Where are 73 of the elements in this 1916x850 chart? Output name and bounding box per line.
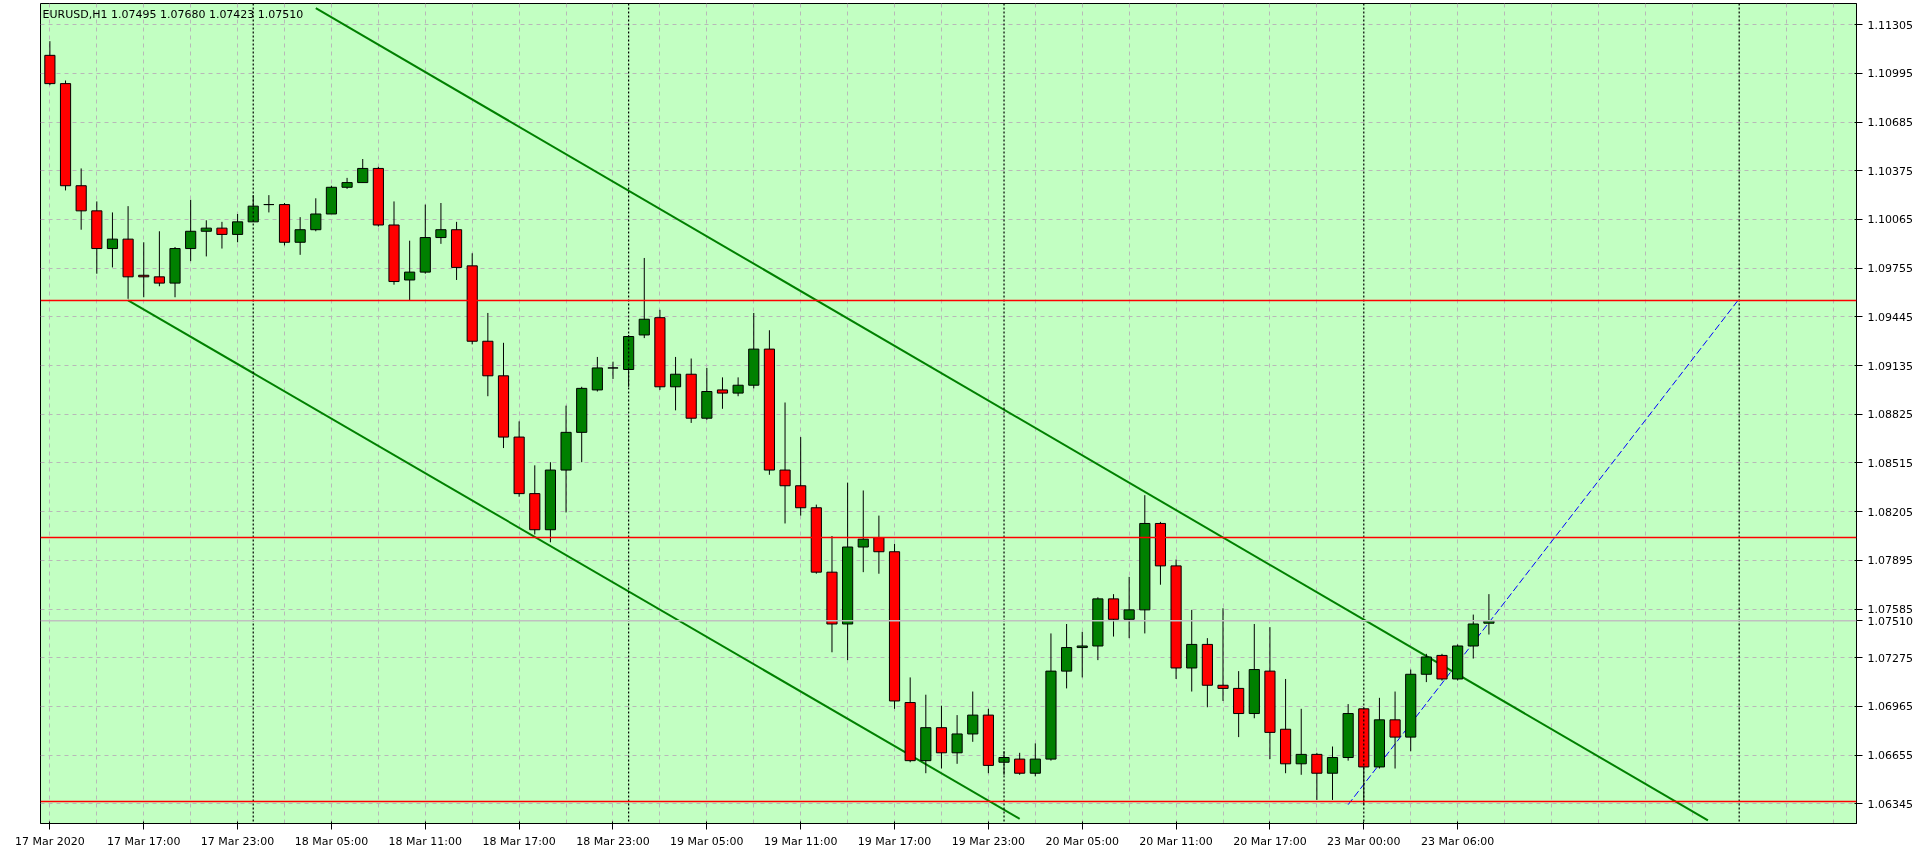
candlestick — [263, 194, 275, 213]
candlestick — [716, 376, 729, 410]
x-tick-label: 20 Mar 17:00 — [1233, 834, 1307, 848]
x-tick-label: 19 Mar 17:00 — [857, 834, 932, 848]
x-tick-label: 17 Mar 17:00 — [107, 834, 181, 848]
y-tick-label: 1.09445 — [1867, 310, 1913, 324]
x-tick-label: 17 Mar 23:00 — [200, 834, 275, 848]
candlestick — [357, 158, 369, 184]
candlestick — [1467, 614, 1479, 660]
candlestick — [1389, 691, 1401, 770]
candlestick — [310, 197, 322, 232]
candlestick — [1436, 653, 1448, 682]
candlestick — [1029, 742, 1041, 777]
x-tick-label: 18 Mar 17:00 — [482, 834, 556, 848]
y-tick-label: 1.08825 — [1867, 408, 1913, 422]
candlestick — [153, 230, 165, 287]
y-tick-label: 1.11305 — [1867, 18, 1913, 32]
x-tick-label: 18 Mar 23:00 — [576, 834, 650, 848]
candlestick — [857, 489, 869, 573]
candlestick — [1061, 623, 1073, 689]
y-tick-label: 1.09755 — [1867, 262, 1913, 276]
x-tick-label: 17 Mar 2020 — [15, 834, 85, 848]
y-tick-label: 1.06965 — [1867, 700, 1913, 714]
candlestick — [404, 240, 416, 301]
y-tick-label: 1.06345 — [1867, 797, 1913, 811]
x-tick-label: 19 Mar 05:00 — [670, 834, 744, 848]
x-tick-label: 18 Mar 11:00 — [388, 834, 463, 848]
y-tick-label: 1.10685 — [1867, 116, 1913, 130]
y-tick-label: 1.08515 — [1867, 456, 1913, 470]
candlestick — [294, 216, 306, 256]
candlestick — [1107, 593, 1120, 638]
candlestick — [341, 177, 353, 190]
x-tick-label: 23 Mar 06:00 — [1420, 834, 1495, 848]
y-tick-label: 1.09135 — [1867, 359, 1913, 373]
candlestick — [1420, 653, 1432, 683]
candlestick — [732, 376, 744, 397]
y-tick-label: 1.08205 — [1867, 505, 1913, 519]
candlestick — [967, 691, 979, 743]
ref-line-label: 1.07510 — [1867, 614, 1913, 628]
candlestick — [200, 219, 212, 257]
candlestick — [232, 213, 244, 243]
chart-title: EURUSD,H1 1.07495 1.07680 1.07423 1.07510 — [42, 7, 304, 21]
y-tick-label: 1.07275 — [1867, 651, 1913, 665]
candlestick — [1014, 752, 1026, 776]
y-tick-label: 1.10995 — [1867, 67, 1913, 81]
candlestick — [435, 202, 447, 245]
candlestick — [216, 221, 228, 250]
x-tick-label: 18 Mar 05:00 — [294, 834, 369, 848]
candlestick — [951, 714, 963, 765]
candlestick — [779, 402, 791, 524]
candlestick — [638, 257, 650, 339]
candlestick — [795, 436, 807, 517]
y-tick-label: 1.07895 — [1867, 554, 1913, 568]
candlestick — [669, 356, 682, 411]
x-tick-label: 23 Mar 00:00 — [1327, 834, 1401, 848]
candlestick — [1123, 576, 1135, 639]
y-tick-label: 1.10065 — [1867, 213, 1913, 227]
candlestick — [185, 199, 197, 262]
candlestick — [1217, 607, 1229, 702]
candlestick — [591, 356, 603, 393]
candlestick — [1076, 631, 1088, 678]
candlestick — [106, 211, 119, 268]
candlestick — [1186, 609, 1198, 693]
x-tick-label: 20 Mar 05:00 — [1045, 834, 1119, 848]
candlestick — [1295, 708, 1307, 776]
x-tick-label: 19 Mar 23:00 — [951, 834, 1026, 848]
y-tick-label: 1.06655 — [1867, 749, 1913, 763]
x-tick-label: 19 Mar 11:00 — [763, 834, 838, 848]
y-tick-label: 1.07585 — [1867, 603, 1913, 617]
x-tick-label: 20 Mar 11:00 — [1139, 834, 1213, 848]
candlestick — [1326, 746, 1339, 801]
candlestick — [607, 361, 619, 380]
y-tick-label: 1.10375 — [1867, 164, 1913, 178]
